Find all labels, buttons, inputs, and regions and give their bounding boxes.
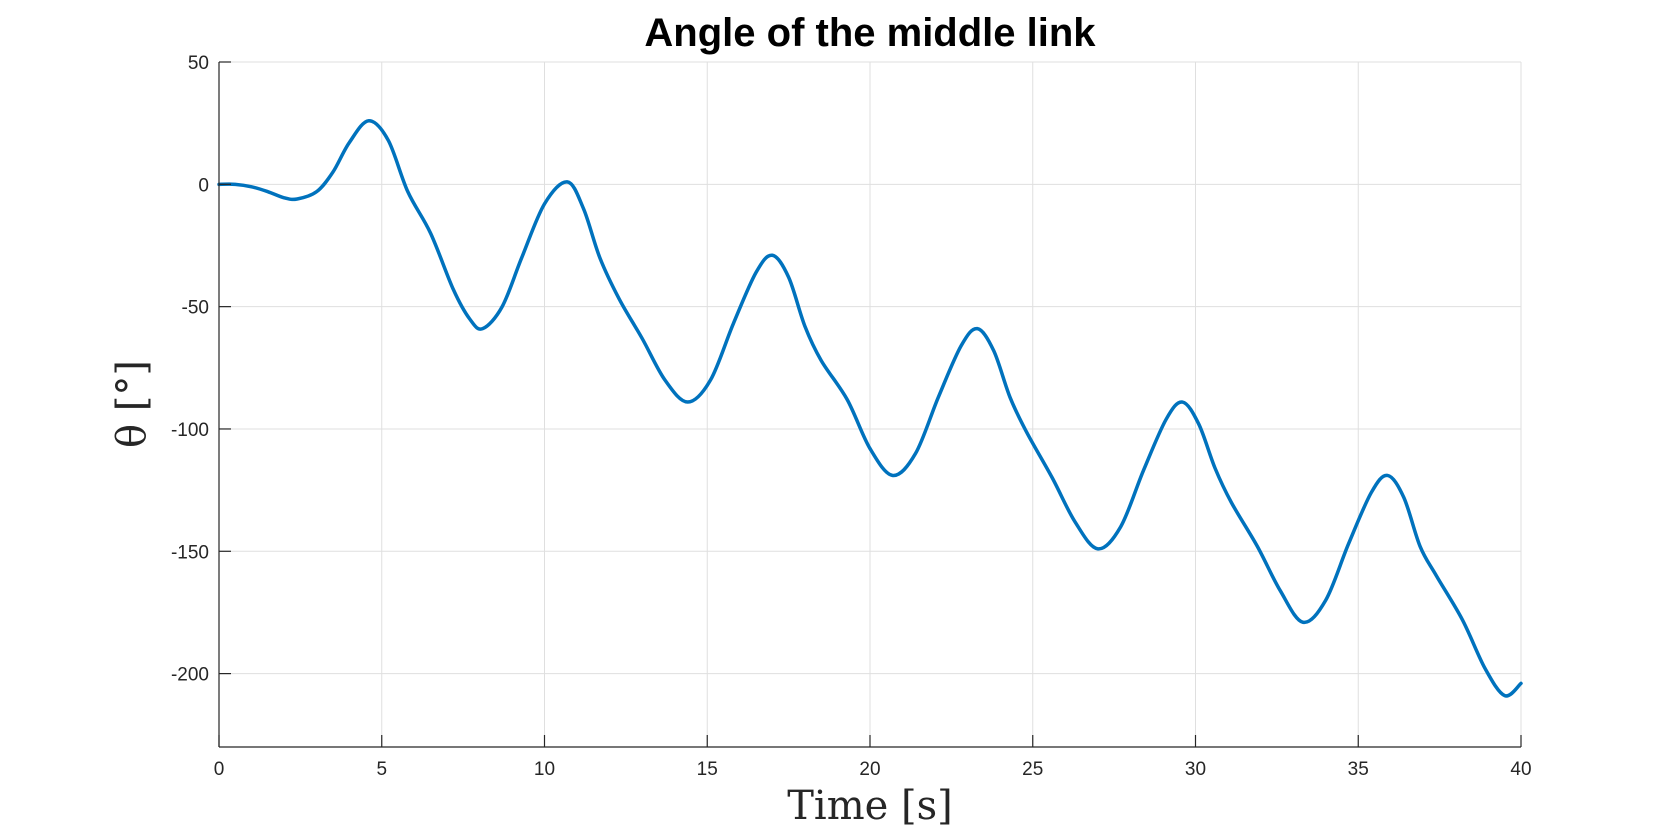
y-tick-labels: 50 0 -50 -100 -150 -200 — [171, 53, 209, 686]
series-line — [217, 118, 1523, 698]
series-layer — [217, 118, 1523, 698]
plot-area: 0 5 10 15 20 25 30 35 40 50 0 -50 -100 -150 -200 — [171, 53, 1532, 780]
x-tick-label: 20 — [859, 759, 880, 780]
x-tick-label: 25 — [1022, 759, 1043, 780]
x-axis-label: Time [s] — [787, 783, 953, 829]
x-tick-labels: 0 5 10 15 20 25 30 35 40 — [214, 759, 1532, 780]
y-tick-label: 0 — [198, 175, 209, 196]
y-axis-label: θ [°] — [109, 360, 155, 448]
chart-title: Angle of the middle link — [644, 11, 1096, 55]
x-tick-label: 10 — [534, 759, 555, 780]
x-tick-label: 0 — [214, 759, 225, 780]
y-tick-label: -200 — [171, 665, 209, 686]
x-tick-label: 15 — [697, 759, 718, 780]
y-tick-label: 50 — [188, 53, 209, 74]
y-tick-label: -100 — [171, 420, 209, 441]
x-tick-label: 35 — [1348, 759, 1369, 780]
y-tick-label: -50 — [182, 298, 209, 319]
x-tick-label: 30 — [1185, 759, 1206, 780]
axes — [218, 61, 1522, 748]
y-tick-label: -150 — [171, 542, 209, 563]
x-tick-label: 5 — [376, 759, 387, 780]
grid-lines — [218, 61, 1522, 747]
x-tick-label: 40 — [1510, 759, 1531, 780]
